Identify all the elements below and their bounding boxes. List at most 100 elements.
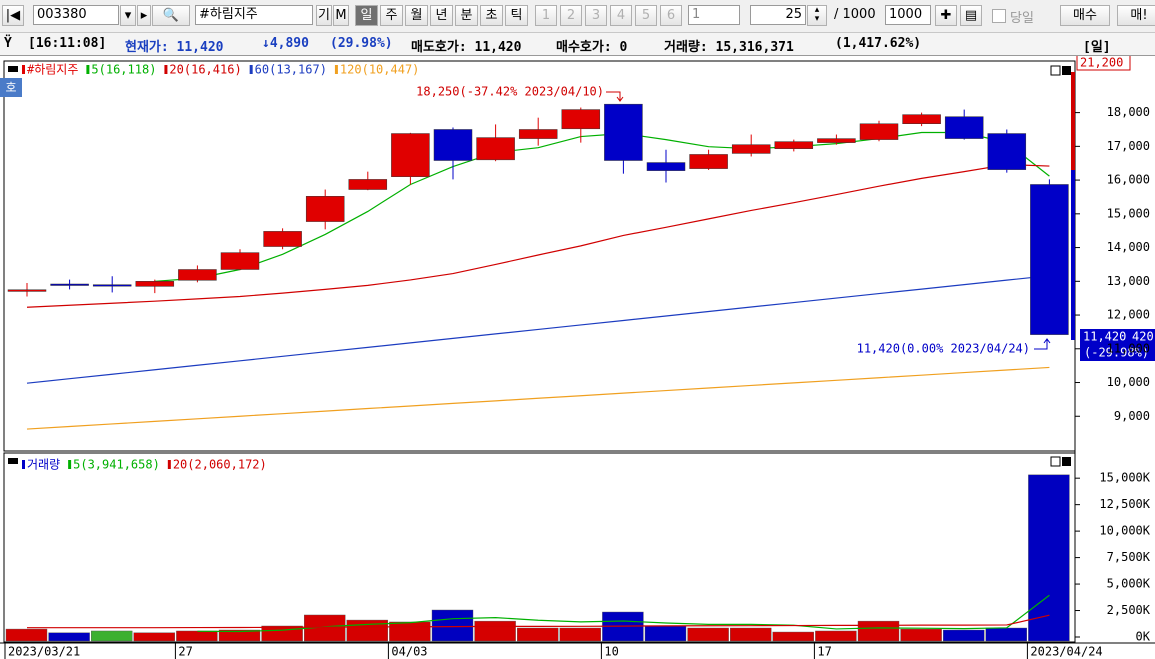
y-tick-label: 5,000K	[1107, 577, 1151, 591]
side-button[interactable]	[0, 78, 22, 97]
candle-body	[178, 269, 217, 281]
candle-body	[518, 129, 558, 139]
number-button[interactable]: 6	[660, 5, 682, 26]
volume-bar	[559, 627, 601, 642]
candle-body	[817, 138, 856, 143]
y-tick-label: 15,000	[1107, 206, 1150, 220]
period-button[interactable]: 틱	[505, 5, 528, 26]
annotation-arrow	[1034, 338, 1051, 350]
period-button[interactable]: 년	[430, 5, 453, 26]
spinner[interactable]: ▴ ▾	[807, 5, 827, 26]
buy-button[interactable]: 매수	[1060, 5, 1110, 26]
period-button[interactable]: 주	[380, 5, 403, 26]
volume: 거래량: 15,316,371	[664, 40, 794, 55]
tool-button[interactable]: ✚	[935, 5, 957, 26]
volume-panel	[3, 452, 1076, 643]
change-box	[1080, 345, 1155, 361]
close-button[interactable]	[1062, 457, 1071, 466]
y-tick-label: 15,000K	[1099, 471, 1150, 485]
candle-body	[92, 284, 132, 287]
period: [일]	[1083, 40, 1111, 55]
candle-body	[476, 137, 515, 161]
candle-body	[1030, 184, 1069, 335]
next-button[interactable]: ▸	[137, 5, 151, 26]
y-tick-label: 12,500K	[1099, 497, 1150, 511]
candle-body	[859, 123, 899, 140]
period-button[interactable]: 월	[405, 5, 428, 26]
period-button[interactable]: M	[333, 5, 349, 26]
x-tick-label: 2023/04/24	[1030, 645, 1102, 659]
volume-bar	[985, 627, 1027, 642]
candle-body	[604, 103, 643, 161]
sell-button[interactable]: 매!	[1117, 5, 1155, 26]
legend-label: 5(16,118)	[91, 63, 156, 77]
count-input[interactable]: 25	[750, 5, 806, 25]
candle-body	[263, 231, 302, 247]
y-tick-label: 9,000	[1114, 409, 1150, 423]
y-tick-label: 11,000	[1107, 341, 1150, 355]
moving-average-line	[26, 275, 1050, 384]
candle-body	[433, 129, 473, 161]
legend-label: 20(2,060,172)	[173, 458, 267, 472]
number-button[interactable]: 3	[585, 5, 607, 26]
volume-pct: (1,417.62%)	[835, 36, 922, 51]
name-input[interactable]: #하림지주	[195, 5, 313, 25]
y-tick-label: 18,000	[1107, 105, 1150, 119]
y-tick-label: 14,000	[1107, 240, 1150, 254]
candle-body	[689, 154, 728, 169]
panel-marker	[8, 66, 18, 72]
current-price: 현재가: 11,420	[125, 40, 224, 55]
moving-average-line	[26, 163, 1050, 308]
change-label: (-29.98%)	[1084, 346, 1149, 360]
legend-label: 거래량	[27, 458, 60, 472]
candle-body	[774, 141, 814, 149]
legend-swatch	[334, 65, 338, 74]
first-button[interactable]: |◀	[2, 5, 24, 26]
candle-body	[731, 144, 771, 154]
x-tick-label: 10	[604, 645, 618, 659]
volume-bar	[857, 620, 900, 642]
info-icon: Ÿ	[4, 36, 12, 51]
x-tick-label: 2023/03/21	[8, 645, 80, 659]
legend-label: 20(16,416)	[169, 63, 241, 77]
period-button[interactable]: 기	[316, 5, 332, 26]
volume-bar	[346, 619, 388, 642]
x-tick-label: 04/03	[391, 645, 427, 659]
unit-select[interactable]: 1	[688, 5, 740, 25]
maximize-button[interactable]	[1050, 456, 1061, 467]
volume-bar	[1028, 474, 1070, 642]
number-button[interactable]: 1	[535, 5, 557, 26]
code-input[interactable]: 003380	[33, 5, 119, 25]
price-change-pct: (29.98%)	[330, 36, 393, 51]
volume-bar	[687, 627, 729, 642]
number-button[interactable]: 5	[635, 5, 657, 26]
period-button[interactable]: 일	[355, 5, 378, 26]
maximize-button[interactable]	[1050, 65, 1061, 76]
search-button[interactable]: 🔍	[152, 5, 190, 26]
y-tick-label: 13,000	[1107, 274, 1150, 288]
legend-swatch	[249, 65, 253, 74]
y-tick-label: 17,000	[1107, 139, 1150, 153]
ask-price: 매도호가: 11,420	[411, 40, 522, 55]
tool-button[interactable]: ▤	[960, 5, 982, 26]
current-price-tail-box	[1130, 329, 1155, 345]
total-input[interactable]: 1000	[885, 5, 931, 25]
volume-bar	[218, 629, 261, 642]
today-label: 당일	[1010, 11, 1034, 26]
side-button-label: 호	[5, 81, 16, 95]
y-tick-label: 7,500K	[1107, 550, 1151, 564]
legend-label: #하림지주	[27, 63, 78, 77]
bid-price: 매수호가: 0	[556, 40, 628, 55]
number-button[interactable]: 2	[560, 5, 582, 26]
price-change: ↓4,890	[262, 36, 309, 51]
today-checkbox[interactable]	[992, 9, 1006, 23]
legend-swatch	[68, 460, 72, 469]
number-button[interactable]: 4	[610, 5, 632, 26]
volume-bar	[5, 628, 48, 642]
close-button[interactable]	[1062, 66, 1071, 75]
dropdown-button[interactable]: ▾	[120, 5, 136, 26]
period-button[interactable]: 초	[480, 5, 503, 26]
moving-average-line	[154, 131, 1050, 282]
period-button[interactable]: 분	[455, 5, 478, 26]
